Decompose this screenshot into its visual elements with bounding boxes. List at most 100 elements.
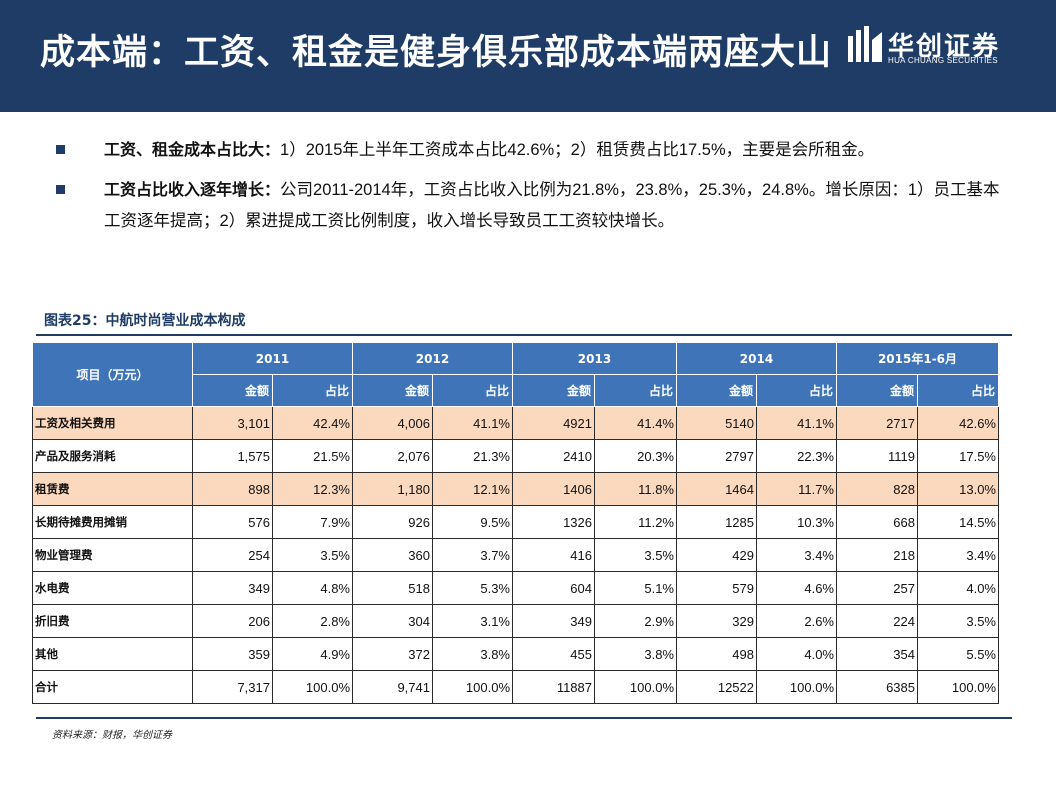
share-header: 占比 — [756, 374, 837, 407]
amount-cell: 206 — [192, 604, 273, 638]
share-cell: 12.1% — [432, 472, 513, 506]
amount-header: 金额 — [676, 374, 757, 407]
row-label: 折旧费 — [32, 604, 193, 638]
amount-cell: 360 — [352, 538, 433, 572]
share-cell: 41.4% — [594, 406, 677, 440]
row-label: 物业管理费 — [32, 538, 193, 572]
amount-cell: 5140 — [676, 406, 757, 440]
amount-cell: 604 — [512, 571, 595, 605]
share-cell: 21.5% — [272, 439, 353, 473]
share-cell: 22.3% — [756, 439, 837, 473]
share-cell: 4.0% — [917, 571, 999, 605]
share-cell: 11.2% — [594, 505, 677, 539]
amount-cell: 11887 — [512, 670, 595, 704]
amount-cell: 329 — [676, 604, 757, 638]
share-cell: 20.3% — [594, 439, 677, 473]
share-cell: 9.5% — [432, 505, 513, 539]
share-cell: 41.1% — [432, 406, 513, 440]
year-header: 2012 — [352, 342, 513, 375]
amount-cell: 898 — [192, 472, 273, 506]
table-row: 物业管理费 254 3.5% 360 3.7% 416 3.5% 429 3.4% 218 3.4% — [32, 538, 999, 572]
share-cell: 3.8% — [432, 637, 513, 671]
share-cell: 3.8% — [594, 637, 677, 671]
share-cell: 10.3% — [756, 505, 837, 539]
share-header: 占比 — [272, 374, 353, 407]
amount-cell: 349 — [192, 571, 273, 605]
amount-header: 金额 — [352, 374, 433, 407]
bullet-square-icon — [56, 145, 65, 154]
share-header: 占比 — [432, 374, 513, 407]
share-cell: 4.0% — [756, 637, 837, 671]
table-row: 租赁费 898 12.3% 1,180 12.1% 1406 11.8% 1464 11.7% 8… — [32, 472, 999, 506]
share-cell: 3.5% — [594, 538, 677, 572]
amount-cell: 455 — [512, 637, 595, 671]
share-cell: 3.4% — [756, 538, 837, 572]
figure-top-divider — [36, 334, 1012, 336]
share-cell: 4.6% — [756, 571, 837, 605]
bullet-text: 公司2011-2014年，工资占比收入比例为21.8%，23.8%，25.3%，… — [104, 181, 1000, 230]
bullet-list: 工资、租金成本占比大：1）2015年上半年工资成本占比42.6%；2）租赁费占比… — [56, 134, 1006, 245]
amount-cell: 429 — [676, 538, 757, 572]
row-label: 租赁费 — [32, 472, 193, 506]
year-header: 2011 — [192, 342, 353, 375]
share-cell: 14.5% — [917, 505, 999, 539]
amount-header: 金额 — [512, 374, 595, 407]
row-label: 水电费 — [32, 571, 193, 605]
amount-header: 金额 — [836, 374, 918, 407]
amount-cell: 354 — [836, 637, 918, 671]
share-header: 占比 — [917, 374, 999, 407]
amount-cell: 4921 — [512, 406, 595, 440]
amount-cell: 518 — [352, 571, 433, 605]
year-header: 2013 — [512, 342, 677, 375]
share-cell: 2.8% — [272, 604, 353, 638]
share-cell: 5.1% — [594, 571, 677, 605]
amount-cell: 828 — [836, 472, 918, 506]
amount-cell: 416 — [512, 538, 595, 572]
row-label: 长期待摊费用摊销 — [32, 505, 193, 539]
share-cell: 7.9% — [272, 505, 353, 539]
share-cell: 42.6% — [917, 406, 999, 440]
year-header: 2015年1-6月 — [836, 342, 999, 375]
share-cell: 41.1% — [756, 406, 837, 440]
amount-cell: 372 — [352, 637, 433, 671]
amount-cell: 218 — [836, 538, 918, 572]
amount-cell: 579 — [676, 571, 757, 605]
table-row: 折旧费 206 2.8% 304 3.1% 349 2.9% 329 2.6% 224 3.5% — [32, 604, 999, 638]
share-cell: 3.5% — [272, 538, 353, 572]
bullet-item: 工资占比收入逐年增长：公司2011-2014年，工资占比收入比例为21.8%，2… — [56, 174, 1006, 237]
figure-title: 图表25：中航时尚营业成本构成 — [44, 313, 246, 329]
amount-cell: 668 — [836, 505, 918, 539]
row-label: 工资及相关费用 — [32, 406, 193, 440]
amount-cell: 498 — [676, 637, 757, 671]
amount-cell: 1119 — [836, 439, 918, 473]
share-cell: 4.8% — [272, 571, 353, 605]
company-logo: 华创证券 HUA CHUANG SECURITIES — [848, 24, 1038, 68]
amount-cell: 254 — [192, 538, 273, 572]
share-header: 占比 — [594, 374, 677, 407]
figure-bottom-divider — [36, 717, 1012, 719]
amount-cell: 224 — [836, 604, 918, 638]
logo-english-text: HUA CHUANG SECURITIES — [888, 56, 998, 65]
row-label: 其他 — [32, 637, 193, 671]
share-cell: 13.0% — [917, 472, 999, 506]
share-cell: 17.5% — [917, 439, 999, 473]
share-cell: 5.3% — [432, 571, 513, 605]
amount-cell: 349 — [512, 604, 595, 638]
table-row: 合计 7,317 100.0% 9,741 100.0% 11887 100.0% 12522… — [32, 670, 999, 704]
amount-cell: 2797 — [676, 439, 757, 473]
share-cell: 11.8% — [594, 472, 677, 506]
cost-table: 项目（万元） 2011 2012 2013 2014 2015年1-6月 金额 … — [32, 342, 999, 704]
share-cell: 21.3% — [432, 439, 513, 473]
share-cell: 11.7% — [756, 472, 837, 506]
share-cell: 42.4% — [272, 406, 353, 440]
amount-cell: 6385 — [836, 670, 918, 704]
bullet-square-icon — [56, 185, 65, 194]
bullet-heading: 工资、租金成本占比大： — [104, 140, 281, 159]
amount-cell: 304 — [352, 604, 433, 638]
bullet-text: 1）2015年上半年工资成本占比42.6%；2）租赁费占比17.5%，主要是会所… — [280, 141, 875, 159]
amount-cell: 12522 — [676, 670, 757, 704]
item-column-header: 项目（万元） — [32, 342, 193, 407]
amount-cell: 3,101 — [192, 406, 273, 440]
share-cell: 3.4% — [917, 538, 999, 572]
amount-cell: 1,575 — [192, 439, 273, 473]
